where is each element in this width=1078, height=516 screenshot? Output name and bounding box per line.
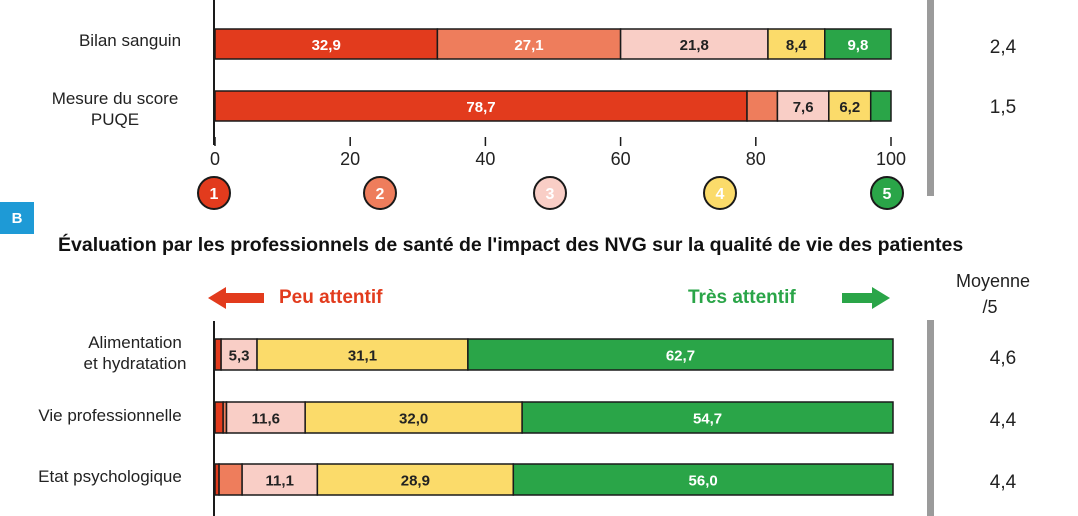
average-alimentation: 4,6 bbox=[989, 348, 1017, 369]
chart-b-bar-2-seg-3 bbox=[241, 463, 319, 496]
average-vie-professionnelle: 4,4 bbox=[989, 410, 1017, 431]
legend-label-4: 4 bbox=[716, 186, 725, 203]
left-direction-label: Peu attentif bbox=[279, 287, 383, 308]
legend-marker-2 bbox=[363, 176, 397, 210]
chart-b-bar-0-seg-3 bbox=[220, 338, 258, 371]
divider-top bbox=[927, 0, 934, 196]
legend-marker-3 bbox=[533, 176, 567, 210]
chart-b-bar-1-label-5: 54,7 bbox=[693, 411, 722, 428]
legend-label-5: 5 bbox=[883, 186, 892, 203]
chart-b-bar-1-label-4: 32,0 bbox=[399, 411, 428, 428]
average-header: Moyenne /5 bbox=[956, 271, 1031, 317]
chart-b-bar-1-seg-3 bbox=[225, 401, 306, 434]
category-label-vie-professionnelle: Vie professionnelle bbox=[38, 406, 182, 425]
chart-b-bar-0-label-3: 5,3 bbox=[229, 348, 250, 365]
average-etat-psychologique: 4,4 bbox=[989, 472, 1017, 493]
chart-b-bar-2-seg-5 bbox=[512, 463, 894, 496]
chart-b-bar-1-seg-1 bbox=[214, 401, 224, 434]
x-tick-label-40: 40 bbox=[475, 149, 495, 169]
chart-b-bar-1-label-3: 11,6 bbox=[252, 411, 280, 428]
chart-b-bar-0-seg-1 bbox=[214, 338, 222, 371]
right-direction-label: Très attentif bbox=[688, 287, 796, 308]
legend-marker-1 bbox=[197, 176, 231, 210]
chart-a-bar-1-seg-2 bbox=[746, 90, 779, 122]
legend-label-1: 1 bbox=[210, 186, 219, 203]
average-bilan-sanguin: 2,4 bbox=[989, 37, 1017, 58]
chart-a-bar-1-seg-4 bbox=[828, 90, 872, 122]
chart-a-bar-1-label-3: 7,6 bbox=[793, 99, 814, 116]
chart-a-bar-0-label-1: 32,9 bbox=[312, 37, 341, 54]
chart-a-bar-0-label-5: 9,8 bbox=[847, 37, 868, 54]
chart-a-bar-0-seg-4 bbox=[767, 28, 826, 60]
category-label-puqe: Mesure du score PUQE bbox=[51, 89, 179, 129]
average-puqe: 1,5 bbox=[989, 97, 1017, 118]
chart-a-bar-0-seg-3 bbox=[619, 28, 769, 60]
chart-b-bar-0-label-5: 62,7 bbox=[666, 348, 695, 365]
panel-b-badge: B bbox=[0, 202, 34, 234]
chart-b-bar-2-label-4: 28,9 bbox=[401, 473, 430, 490]
legend-label-3: 3 bbox=[546, 186, 555, 203]
chart-a-bar-1-seg-5 bbox=[869, 90, 892, 122]
left-arrow-icon bbox=[208, 287, 264, 309]
chart-b-bar-2-seg-2 bbox=[218, 463, 243, 496]
legend-marker-5 bbox=[870, 176, 904, 210]
chart-b-bar-1-seg-4 bbox=[304, 401, 523, 434]
chart-b-bar-2-label-5: 56,0 bbox=[689, 473, 718, 490]
chart-b-bar-0-seg-5 bbox=[467, 338, 894, 371]
chart-a-bar-0-seg-5 bbox=[824, 28, 892, 60]
chart-a-bar-0-label-3: 21,8 bbox=[680, 37, 709, 54]
chart-b-bar-2-label-3: 11,1 bbox=[266, 473, 294, 490]
chart-a-bar-1-label-1: 78,7 bbox=[466, 99, 495, 116]
x-tick-label-20: 20 bbox=[340, 149, 360, 169]
x-tick-label-0: 0 bbox=[210, 149, 220, 169]
right-arrow-icon bbox=[842, 287, 890, 309]
category-label-etat-psychologique: Etat psychologique bbox=[38, 467, 182, 486]
chart-b-bar-2-seg-4 bbox=[316, 463, 515, 496]
panel-b-title: Évaluation par les professionnels de san… bbox=[58, 234, 964, 256]
legend-marker-4 bbox=[703, 176, 737, 210]
chart-b-bar-1-seg-5 bbox=[521, 401, 894, 434]
legend-label-2: 2 bbox=[376, 186, 385, 203]
chart-a-bar-1-label-4: 6,2 bbox=[839, 99, 860, 116]
category-label-alimentation: Alimentation et hydratation bbox=[83, 333, 187, 373]
chart-b-bar-0-label-4: 31,1 bbox=[348, 348, 377, 365]
chart-a-bar-0-label-2: 27,1 bbox=[514, 37, 543, 54]
chart-b-bar-0-seg-4 bbox=[256, 338, 469, 371]
x-tick-label-80: 80 bbox=[746, 149, 766, 169]
category-label-bilan-sanguin: Bilan sanguin bbox=[78, 31, 182, 50]
chart-a-bar-1-seg-3 bbox=[776, 90, 830, 122]
divider-bottom bbox=[927, 320, 934, 516]
chart-a-bar-1-seg-1 bbox=[214, 90, 748, 122]
x-tick-label-100: 100 bbox=[876, 149, 906, 169]
x-tick-label-60: 60 bbox=[611, 149, 631, 169]
chart-a-bar-0-label-4: 8,4 bbox=[786, 37, 808, 54]
